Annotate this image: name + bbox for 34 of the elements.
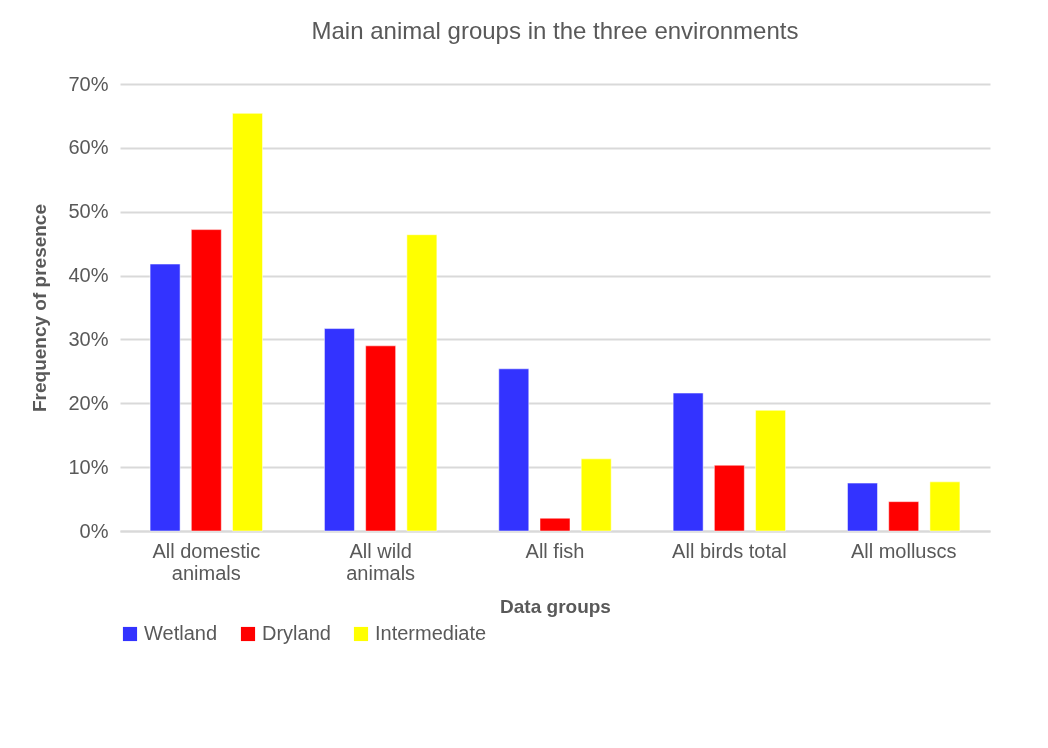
bar (191, 229, 222, 532)
x-tick-label: All molluscs (850, 539, 957, 562)
chart-title: Main animal groups in the three environments (311, 17, 799, 44)
y-tick-label: 30% (68, 327, 109, 350)
bar (365, 345, 396, 532)
legend-label: Intermediate (375, 622, 487, 644)
x-tick-label: All domestic animals (152, 539, 261, 584)
x-tick-label: All fish (525, 539, 585, 562)
x-tick-label: All wild animals (346, 539, 416, 584)
y-tick-label: 40% (68, 264, 109, 287)
y-tick-label: 20% (68, 391, 109, 414)
bar (672, 392, 704, 532)
y-tick-label: 10% (68, 455, 109, 478)
y-axis-title: Frequency of presence (29, 203, 51, 413)
bar (580, 458, 612, 532)
bar (149, 263, 181, 532)
bar (498, 368, 530, 532)
bar (324, 328, 355, 532)
bar (847, 482, 878, 532)
legend-label: Dryland (262, 622, 331, 644)
bar (888, 501, 919, 532)
bar (539, 517, 571, 532)
y-tick-label: 60% (68, 136, 109, 159)
bar (406, 234, 438, 532)
bar (755, 410, 786, 532)
y-tick-label: 70% (68, 72, 109, 95)
bar (232, 113, 263, 532)
x-tick-label: All birds total (672, 539, 787, 562)
bar (929, 481, 961, 532)
legend-label: Wetland (144, 622, 218, 644)
bar (714, 464, 745, 532)
y-tick-label: 50% (68, 200, 109, 223)
x-axis-title: Data groups (500, 595, 611, 617)
y-tick-label: 0% (79, 519, 109, 542)
